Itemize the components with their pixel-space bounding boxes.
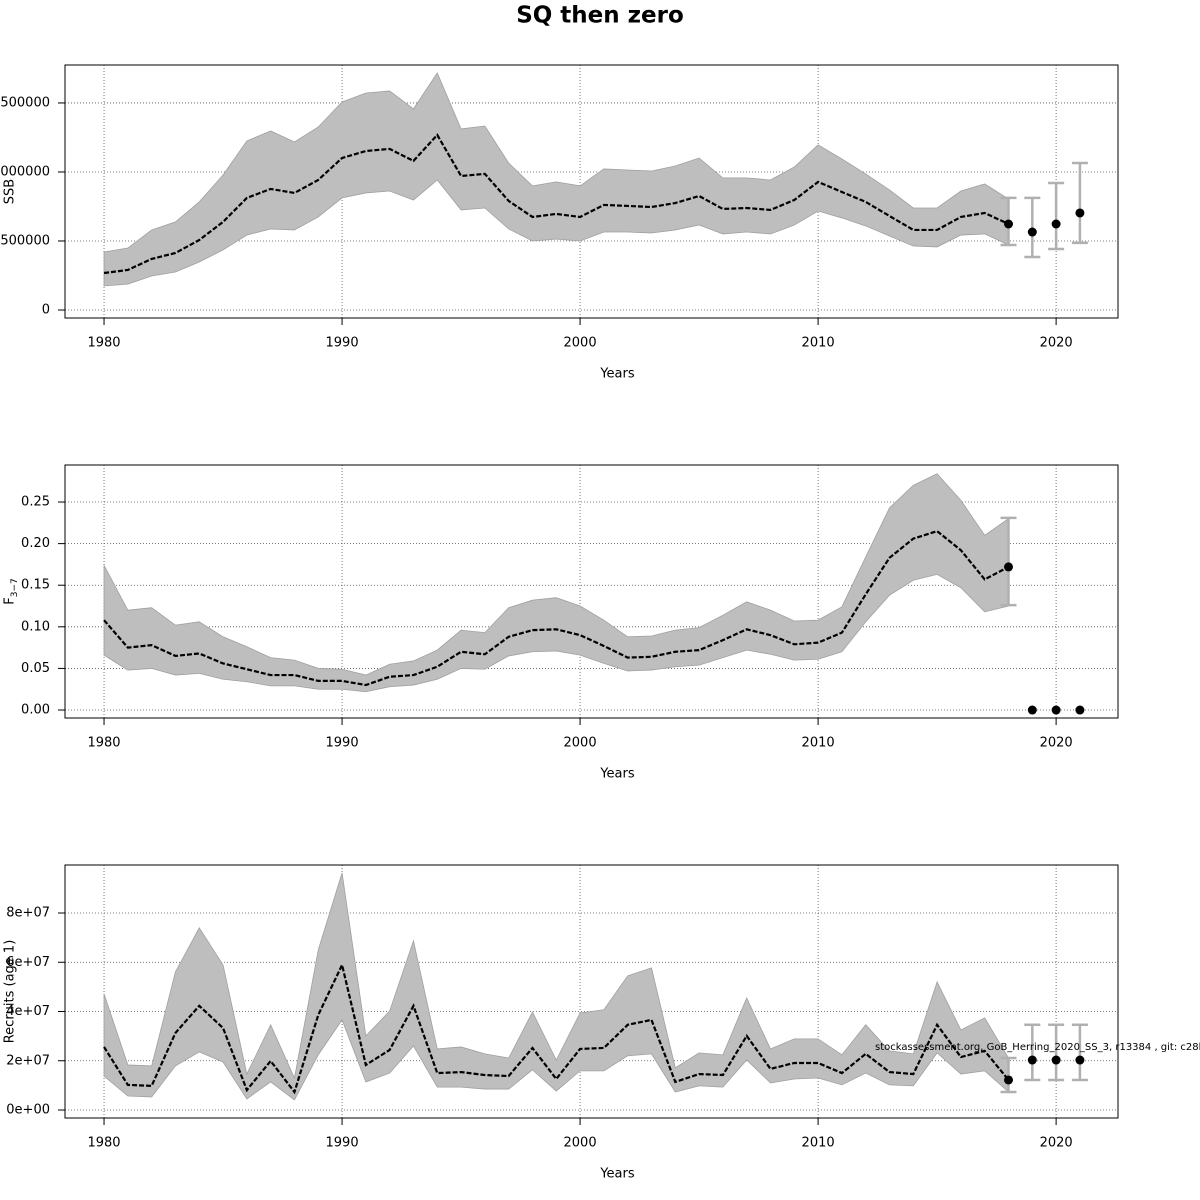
forecast-point [1075,1055,1085,1065]
y-axis-label: Recruits (age 1) [3,940,18,1044]
x-tick-label: 2020 [1040,1136,1073,1151]
y-tick-label: 0.20 [21,536,50,551]
forecast-point [1004,1075,1014,1085]
x-tick-label: 1980 [87,736,120,751]
x-tick-label: 2010 [802,336,835,351]
x-tick-label: 2010 [802,736,835,751]
y-tick-label: 6e+07 [6,955,50,970]
y-tick-label: 0.00 [21,703,50,718]
forecast-point [1075,208,1085,218]
forecast-point [1027,705,1037,715]
x-axis-label: Years [599,1167,635,1182]
y-tick-label: 0.10 [21,619,50,634]
forecast-point [1075,705,1085,715]
x-tick-label: 2000 [564,1136,597,1151]
forecast-point [1027,1055,1037,1065]
y-tick-label: 0.15 [21,578,50,593]
x-tick-label: 2020 [1040,736,1073,751]
estimate-line [103,961,1010,1095]
plot-frame [64,864,1119,1119]
x-axis-label: Years [599,367,635,382]
y-axis-label: F3−7 [3,578,20,604]
x-tick-label: 2020 [1040,336,1073,351]
y-tick-label: 500000 [0,233,50,248]
x-axis-label: Years [599,767,635,782]
forecast-point [1051,219,1061,229]
x-tick-label: 2000 [564,736,597,751]
x-tick-label: 1990 [326,1136,359,1151]
estimate-line [103,529,1010,687]
y-tick-label: 0 [42,302,50,317]
annotation: stockassessment.org, GoB_Herring_2020_SS… [875,1042,1200,1053]
figure-title: SQ then zero [516,3,684,29]
forecast-point [1004,562,1014,572]
x-tick-label: 1980 [87,336,120,351]
y-tick-label: 1500000 [0,95,50,110]
y-tick-label: 1000000 [0,164,50,179]
forecast-point [1004,219,1014,229]
y-axis-label: SSB [3,179,18,204]
confidence-band [103,473,1009,693]
forecast-point [1027,227,1037,237]
y-tick-label: 2e+07 [6,1053,50,1068]
forecast-point [1051,705,1061,715]
y-axis-label-sub: 3−7 [10,578,20,597]
forecast-point [1051,1055,1061,1065]
plot-frame [64,464,1119,719]
y-tick-label: 0.25 [21,495,50,510]
x-tick-label: 1980 [87,1136,120,1151]
y-tick-label: 4e+07 [6,1004,50,1019]
confidence-band [103,72,1009,287]
x-tick-label: 2000 [564,336,597,351]
y-tick-label: 8e+07 [6,906,50,921]
y-tick-label: 0.05 [21,661,50,676]
x-tick-label: 1990 [326,736,359,751]
x-tick-label: 2010 [802,1136,835,1151]
x-tick-label: 1990 [326,336,359,351]
confidence-band [103,872,1009,1101]
plot-frame [64,64,1119,319]
y-tick-label: 0e+00 [6,1102,50,1117]
